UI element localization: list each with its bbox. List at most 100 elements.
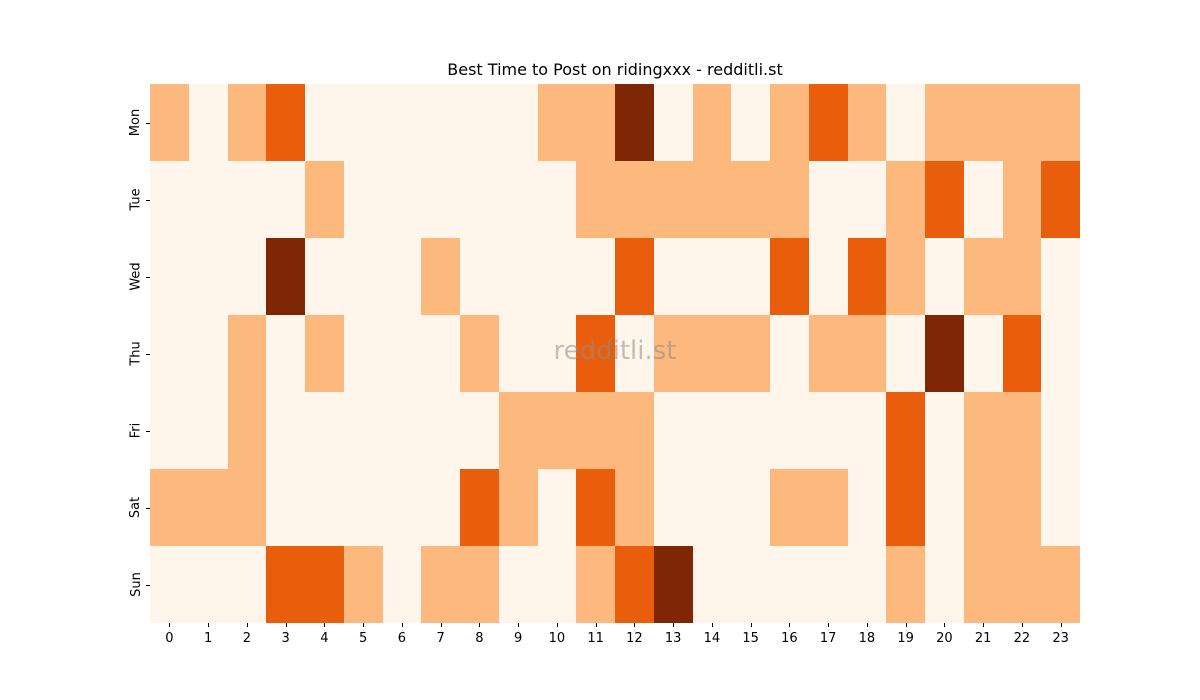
heatmap-cell [1002, 84, 1042, 161]
heatmap-cell [1041, 238, 1080, 315]
heatmap-cell [382, 238, 422, 315]
heatmap-cell [576, 161, 615, 238]
x-tick [750, 623, 752, 627]
heatmap-cell [498, 546, 538, 623]
heatmap-cell [770, 315, 809, 392]
heatmap-cell [227, 238, 267, 315]
x-tick [673, 623, 675, 627]
heatmap-cell [576, 546, 615, 623]
x-tick-label: 0 [165, 631, 174, 646]
heatmap-cell [498, 315, 538, 392]
heatmap-cell [382, 315, 422, 392]
heatmap-cell [460, 84, 499, 161]
heatmap-cell [1002, 161, 1042, 238]
heatmap-cell [266, 392, 305, 469]
x-tick [169, 623, 171, 627]
heatmap-cell [382, 84, 422, 161]
x-tick-label: 11 [587, 631, 604, 646]
x-tick-label: 4 [320, 631, 329, 646]
heatmap-cell [653, 392, 693, 469]
heatmap-cell [188, 161, 228, 238]
heatmap-cell [460, 469, 499, 546]
heatmap-cell [886, 469, 925, 546]
heatmap-cell [576, 84, 615, 161]
heatmap-cell [305, 315, 344, 392]
heatmap-cell [343, 161, 383, 238]
heatmap-cell [305, 84, 344, 161]
heatmap-cell [498, 84, 538, 161]
heatmap-cell [963, 161, 1003, 238]
heatmap-cell [847, 238, 887, 315]
x-tick [401, 623, 403, 627]
x-tick-label: 22 [1013, 631, 1031, 646]
heatmap-cell [886, 315, 925, 392]
heatmap-cell [305, 238, 344, 315]
heatmap-cell [692, 546, 732, 623]
heatmap-cell [498, 469, 538, 546]
heatmap-cell [1002, 315, 1042, 392]
heatmap-cell [847, 392, 887, 469]
x-tick [208, 623, 210, 627]
heatmap-cell [1041, 315, 1080, 392]
heatmap-cell [963, 238, 1003, 315]
heatmap-cell [886, 546, 925, 623]
x-tick-label: 17 [819, 631, 837, 646]
heatmap-cell [847, 161, 887, 238]
heatmap-cell [653, 238, 693, 315]
heatmap-cell [692, 238, 732, 315]
x-tick-label: 18 [858, 631, 876, 646]
heatmap-cell [266, 161, 305, 238]
heatmap-cell [615, 161, 654, 238]
heatmap-cell [731, 546, 770, 623]
heatmap-cell [847, 469, 887, 546]
y-tick [146, 584, 150, 586]
x-tick [634, 623, 636, 627]
heatmap-cell [692, 84, 732, 161]
heatmap-cell [731, 84, 770, 161]
heatmap-cell [343, 392, 383, 469]
heatmap-cell [963, 84, 1003, 161]
heatmap-cell [460, 315, 499, 392]
x-tick [828, 623, 830, 627]
heatmap-cell [305, 392, 344, 469]
heatmap-cell [808, 392, 848, 469]
heatmap-cell [770, 161, 809, 238]
heatmap-cell [576, 469, 615, 546]
heatmap-cell [227, 392, 267, 469]
heatmap-cell [266, 546, 305, 623]
heatmap-cell [925, 238, 964, 315]
heatmap-cell [266, 84, 305, 161]
heatmap-cell [1041, 392, 1080, 469]
heatmap-cell [925, 315, 964, 392]
x-tick [1060, 623, 1062, 627]
heatmap-cell [188, 469, 228, 546]
heatmap-cell [421, 84, 460, 161]
x-tick [711, 623, 713, 627]
x-tick [905, 623, 907, 627]
heatmap-cell [382, 161, 422, 238]
heatmap-cell [886, 238, 925, 315]
heatmap-cell [731, 469, 770, 546]
heatmap-cell [498, 238, 538, 315]
heatmap-cell [770, 392, 809, 469]
x-tick-label: 7 [436, 631, 445, 646]
heatmap-cell [808, 315, 848, 392]
x-tick-label: 3 [281, 631, 290, 646]
y-axis: Mon Tue Wed Thu Fri Sat Sun [110, 84, 150, 623]
heatmap-cell [576, 392, 615, 469]
heatmap-cell [886, 161, 925, 238]
heatmap-cell [537, 238, 577, 315]
y-tick [146, 199, 150, 201]
heatmap-cell [150, 238, 189, 315]
x-tick-label: 1 [203, 631, 213, 646]
heatmap-cell [188, 84, 228, 161]
heatmap-cell [188, 238, 228, 315]
heatmap-cell [653, 84, 693, 161]
heatmap-cell [808, 546, 848, 623]
x-tick [983, 623, 985, 627]
heatmap-cell [925, 84, 964, 161]
heatmap-cell [343, 469, 383, 546]
heatmap-cell [808, 84, 848, 161]
heatmap-cell [537, 315, 577, 392]
chart-title: Best Time to Post on ridingxxx - redditl… [447, 60, 783, 79]
